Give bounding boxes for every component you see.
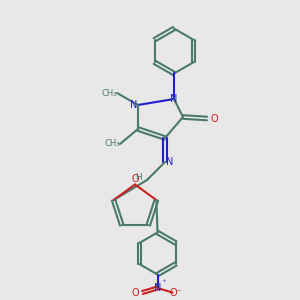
Text: N: N [154,283,161,293]
Text: N: N [170,94,178,104]
Text: N: N [130,100,137,110]
Text: CH₃: CH₃ [105,140,120,148]
Text: O: O [211,113,218,124]
Text: O: O [131,173,139,184]
Text: ⁺: ⁺ [161,278,166,286]
Text: CH₃: CH₃ [102,88,117,98]
Text: O⁻: O⁻ [169,287,182,298]
Text: N: N [166,157,173,167]
Text: O: O [131,287,139,298]
Text: H: H [135,172,141,182]
